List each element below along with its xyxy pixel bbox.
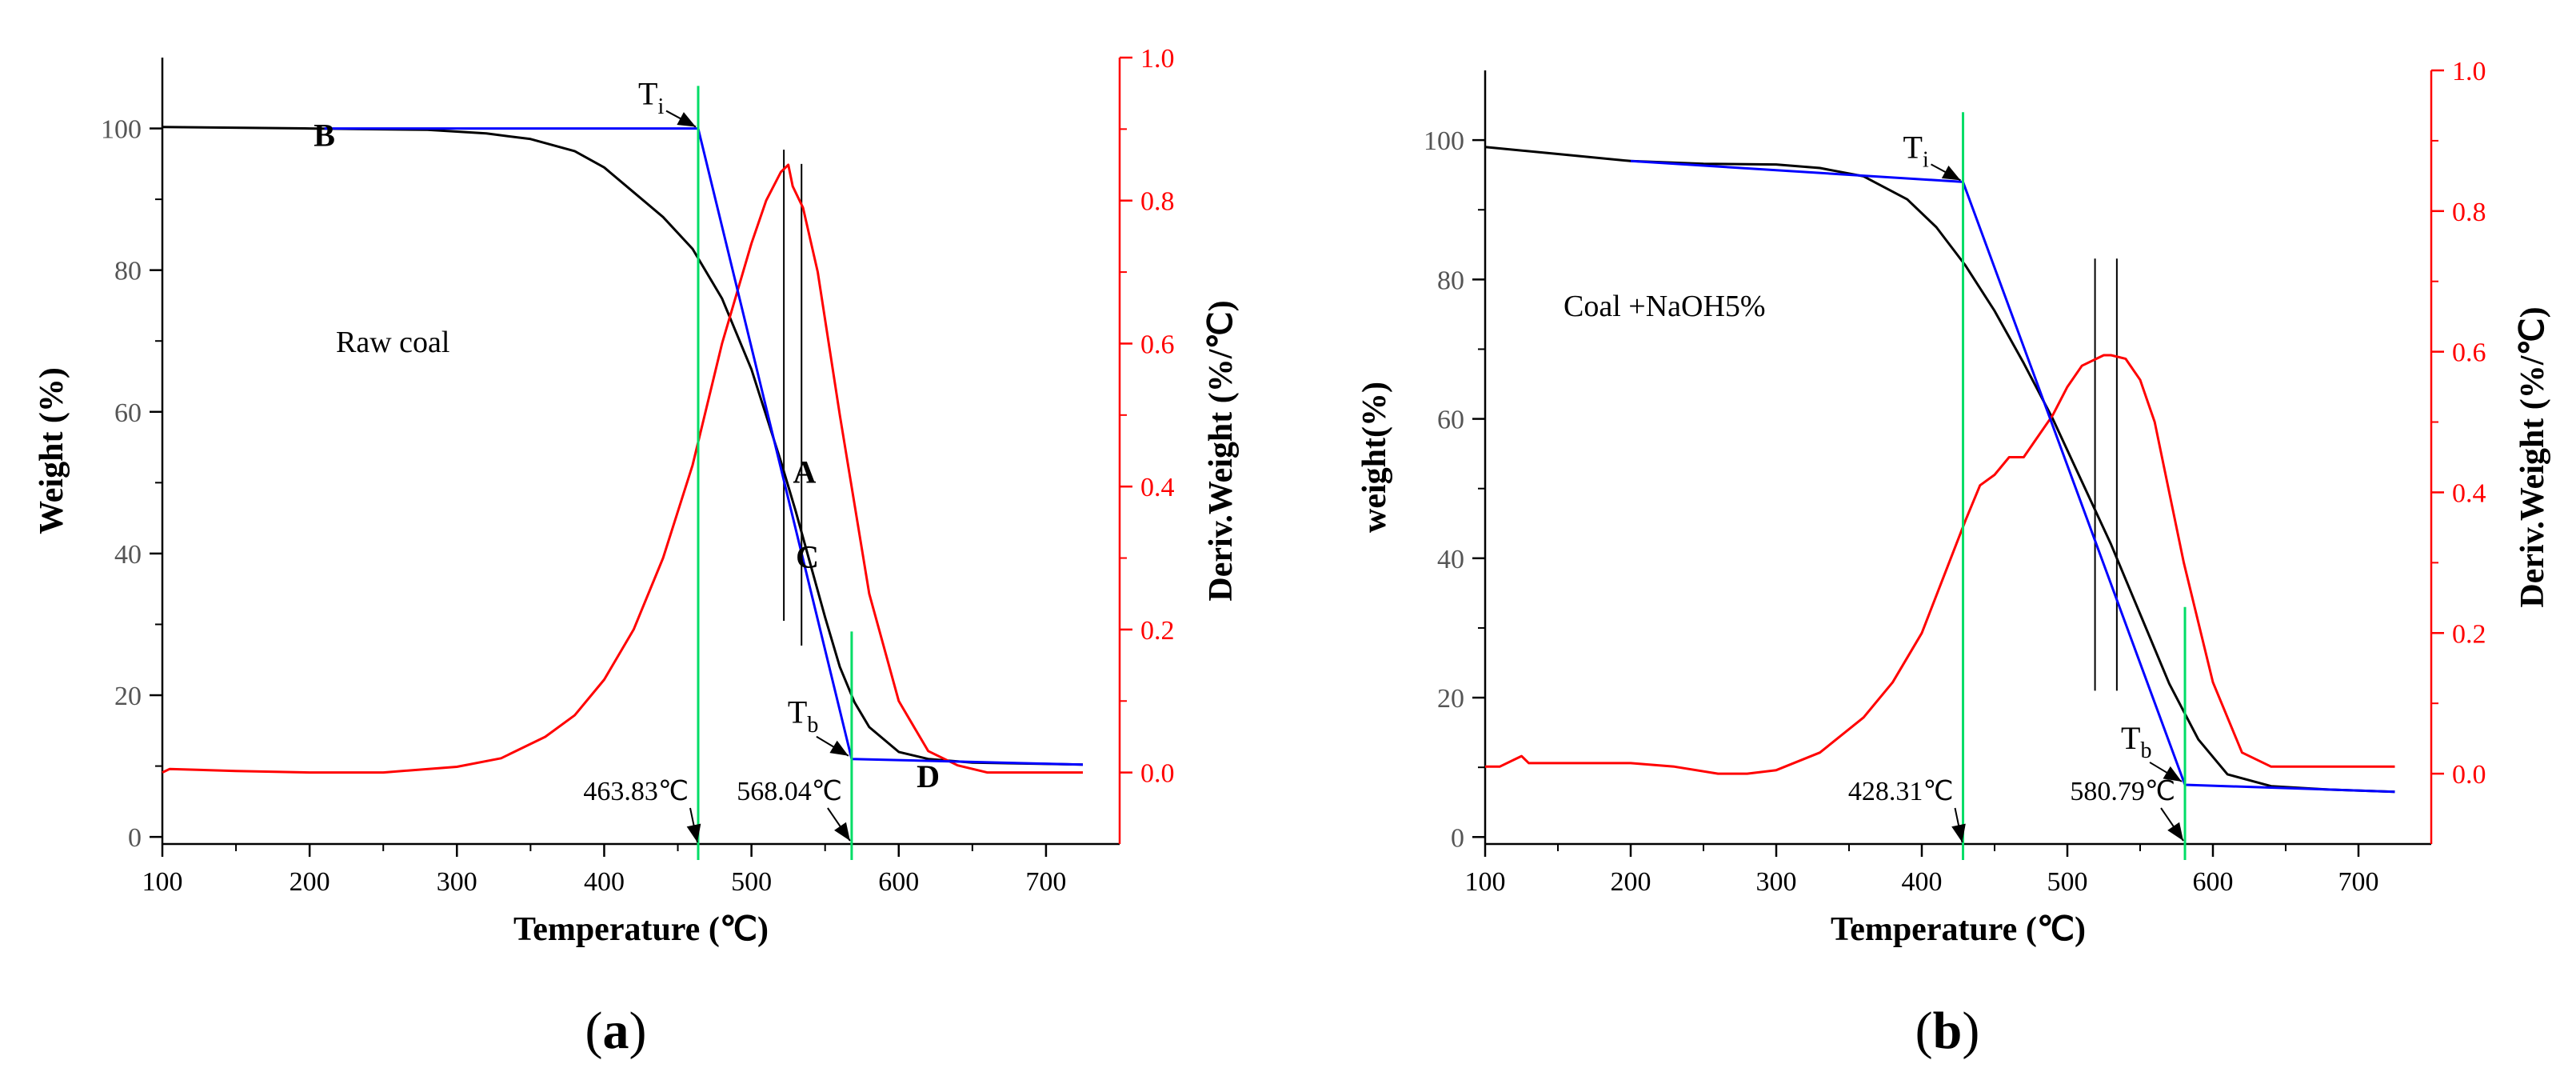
- y-right-tick-label: 0.0: [1140, 759, 1175, 789]
- tb-temperature-arrow-head: [2167, 822, 2184, 841]
- y-right-tick-label: 1.0: [2452, 57, 2486, 86]
- tb-temperature-label: 568.04℃: [737, 777, 842, 806]
- y-left-tick-label: 100: [1424, 126, 1464, 156]
- y-left-tick-label: 80: [114, 257, 142, 286]
- ti-arrow-head: [1941, 166, 1961, 181]
- x-tick-label: 200: [290, 867, 330, 897]
- y-left-tick-label: 40: [114, 540, 142, 570]
- ti-temperature-label: 428.31℃: [1848, 777, 1954, 806]
- sample-label: Coal +NaOH5%: [1564, 290, 1766, 323]
- tb-label: Tb: [2121, 720, 2151, 763]
- x-tick-label: 400: [1902, 867, 1943, 897]
- ti-temperature-arrow-head: [1951, 823, 1966, 842]
- ti-label: Ti: [638, 76, 664, 119]
- point-label-a: A: [793, 454, 816, 490]
- y-left-tick-label: 60: [114, 398, 142, 428]
- weight-curve: [1484, 146, 2395, 794]
- y-axis-left-label: weight(%): [1356, 382, 1393, 533]
- x-tick-label: 200: [1611, 867, 1651, 897]
- sample-label: Raw coal: [336, 326, 449, 359]
- y-right-tick-label: 0.8: [1140, 187, 1175, 217]
- tb-temperature-arrow-head: [834, 822, 850, 841]
- panel-caption: (b): [1915, 1002, 1980, 1060]
- point-label-c: C: [796, 539, 819, 575]
- y-left-tick-label: 60: [1437, 406, 1464, 435]
- ti-temperature-arrow-head: [686, 823, 701, 842]
- x-tick-label: 700: [2338, 867, 2379, 897]
- y-left-tick-label: 20: [1437, 684, 1464, 714]
- y-right-tick-label: 0.4: [2452, 478, 2486, 508]
- tb-label: Tb: [788, 694, 818, 738]
- chart-panel-a: 100 200 300 400 500 600 700 0 20 40 60 80 100 0.0 0.2 0…: [34, 44, 1240, 1060]
- y-left-tick-label: 0: [1451, 823, 1464, 853]
- x-tick-label: 300: [1756, 867, 1797, 897]
- point-label-d: D: [917, 758, 940, 794]
- tb-temperature-label: 580.79℃: [2070, 777, 2175, 806]
- y-right-tick-label: 0.6: [1140, 330, 1175, 359]
- y-left-tick-label: 0: [128, 823, 142, 853]
- x-tick-label: 500: [731, 867, 772, 897]
- x-axis-label: Temperature (℃): [513, 911, 769, 948]
- x-tick-label: 500: [2047, 867, 2088, 897]
- y-right-tick-label: 1.0: [1140, 44, 1175, 74]
- x-tick-label: 600: [878, 867, 919, 897]
- x-axis-label: Temperature (℃): [1831, 911, 2086, 948]
- x-tick-label: 100: [1465, 867, 1506, 897]
- y-right-tick-label: 0.6: [2452, 338, 2486, 368]
- y-right-tick-label: 0.8: [2452, 198, 2486, 227]
- y-left-tick-label: 80: [1437, 266, 1464, 295]
- x-tick-label: 400: [584, 867, 625, 897]
- tangent-line: [1630, 159, 2395, 794]
- weight-curve: [162, 126, 1084, 766]
- chart-panel-b: 100 200 300 400 500 600 700 0 20 40 60 80 100 0.0 0.2 0…: [1356, 57, 2551, 1060]
- x-tick-label: 700: [1025, 867, 1066, 897]
- panel-caption: (a): [585, 1002, 647, 1060]
- x-tick-label: 600: [2193, 867, 2234, 897]
- x-tick-label: 300: [437, 867, 477, 897]
- point-label-b: B: [314, 118, 335, 154]
- tb-arrow-head: [2163, 766, 2183, 782]
- ti-label: Ti: [1903, 129, 1929, 172]
- ti-arrow-head: [677, 112, 697, 127]
- y-left-tick-label: 100: [101, 115, 142, 145]
- tb-arrow-head: [829, 740, 849, 756]
- y-right-tick-label: 0.2: [1140, 616, 1175, 646]
- y-right-tick-label: 0.0: [2452, 760, 2486, 790]
- ti-temperature-label: 463.83℃: [583, 777, 689, 806]
- y-right-tick-label: 0.4: [1140, 473, 1175, 502]
- y-axis-left-label: Weight (%): [34, 367, 70, 534]
- y-right-tick-label: 0.2: [2452, 619, 2486, 649]
- x-tick-label: 100: [142, 867, 183, 897]
- y-left-tick-label: 40: [1437, 545, 1464, 574]
- y-axis-right-label: Deriv.Weight (%/℃): [1203, 300, 1240, 601]
- dtg-curve: [1485, 354, 2395, 775]
- y-axis-right-label: Deriv.Weight (%/℃): [2514, 306, 2551, 607]
- dtg-curve: [162, 163, 1083, 774]
- y-left-tick-label: 20: [114, 682, 142, 711]
- tangent-line: [324, 127, 1084, 766]
